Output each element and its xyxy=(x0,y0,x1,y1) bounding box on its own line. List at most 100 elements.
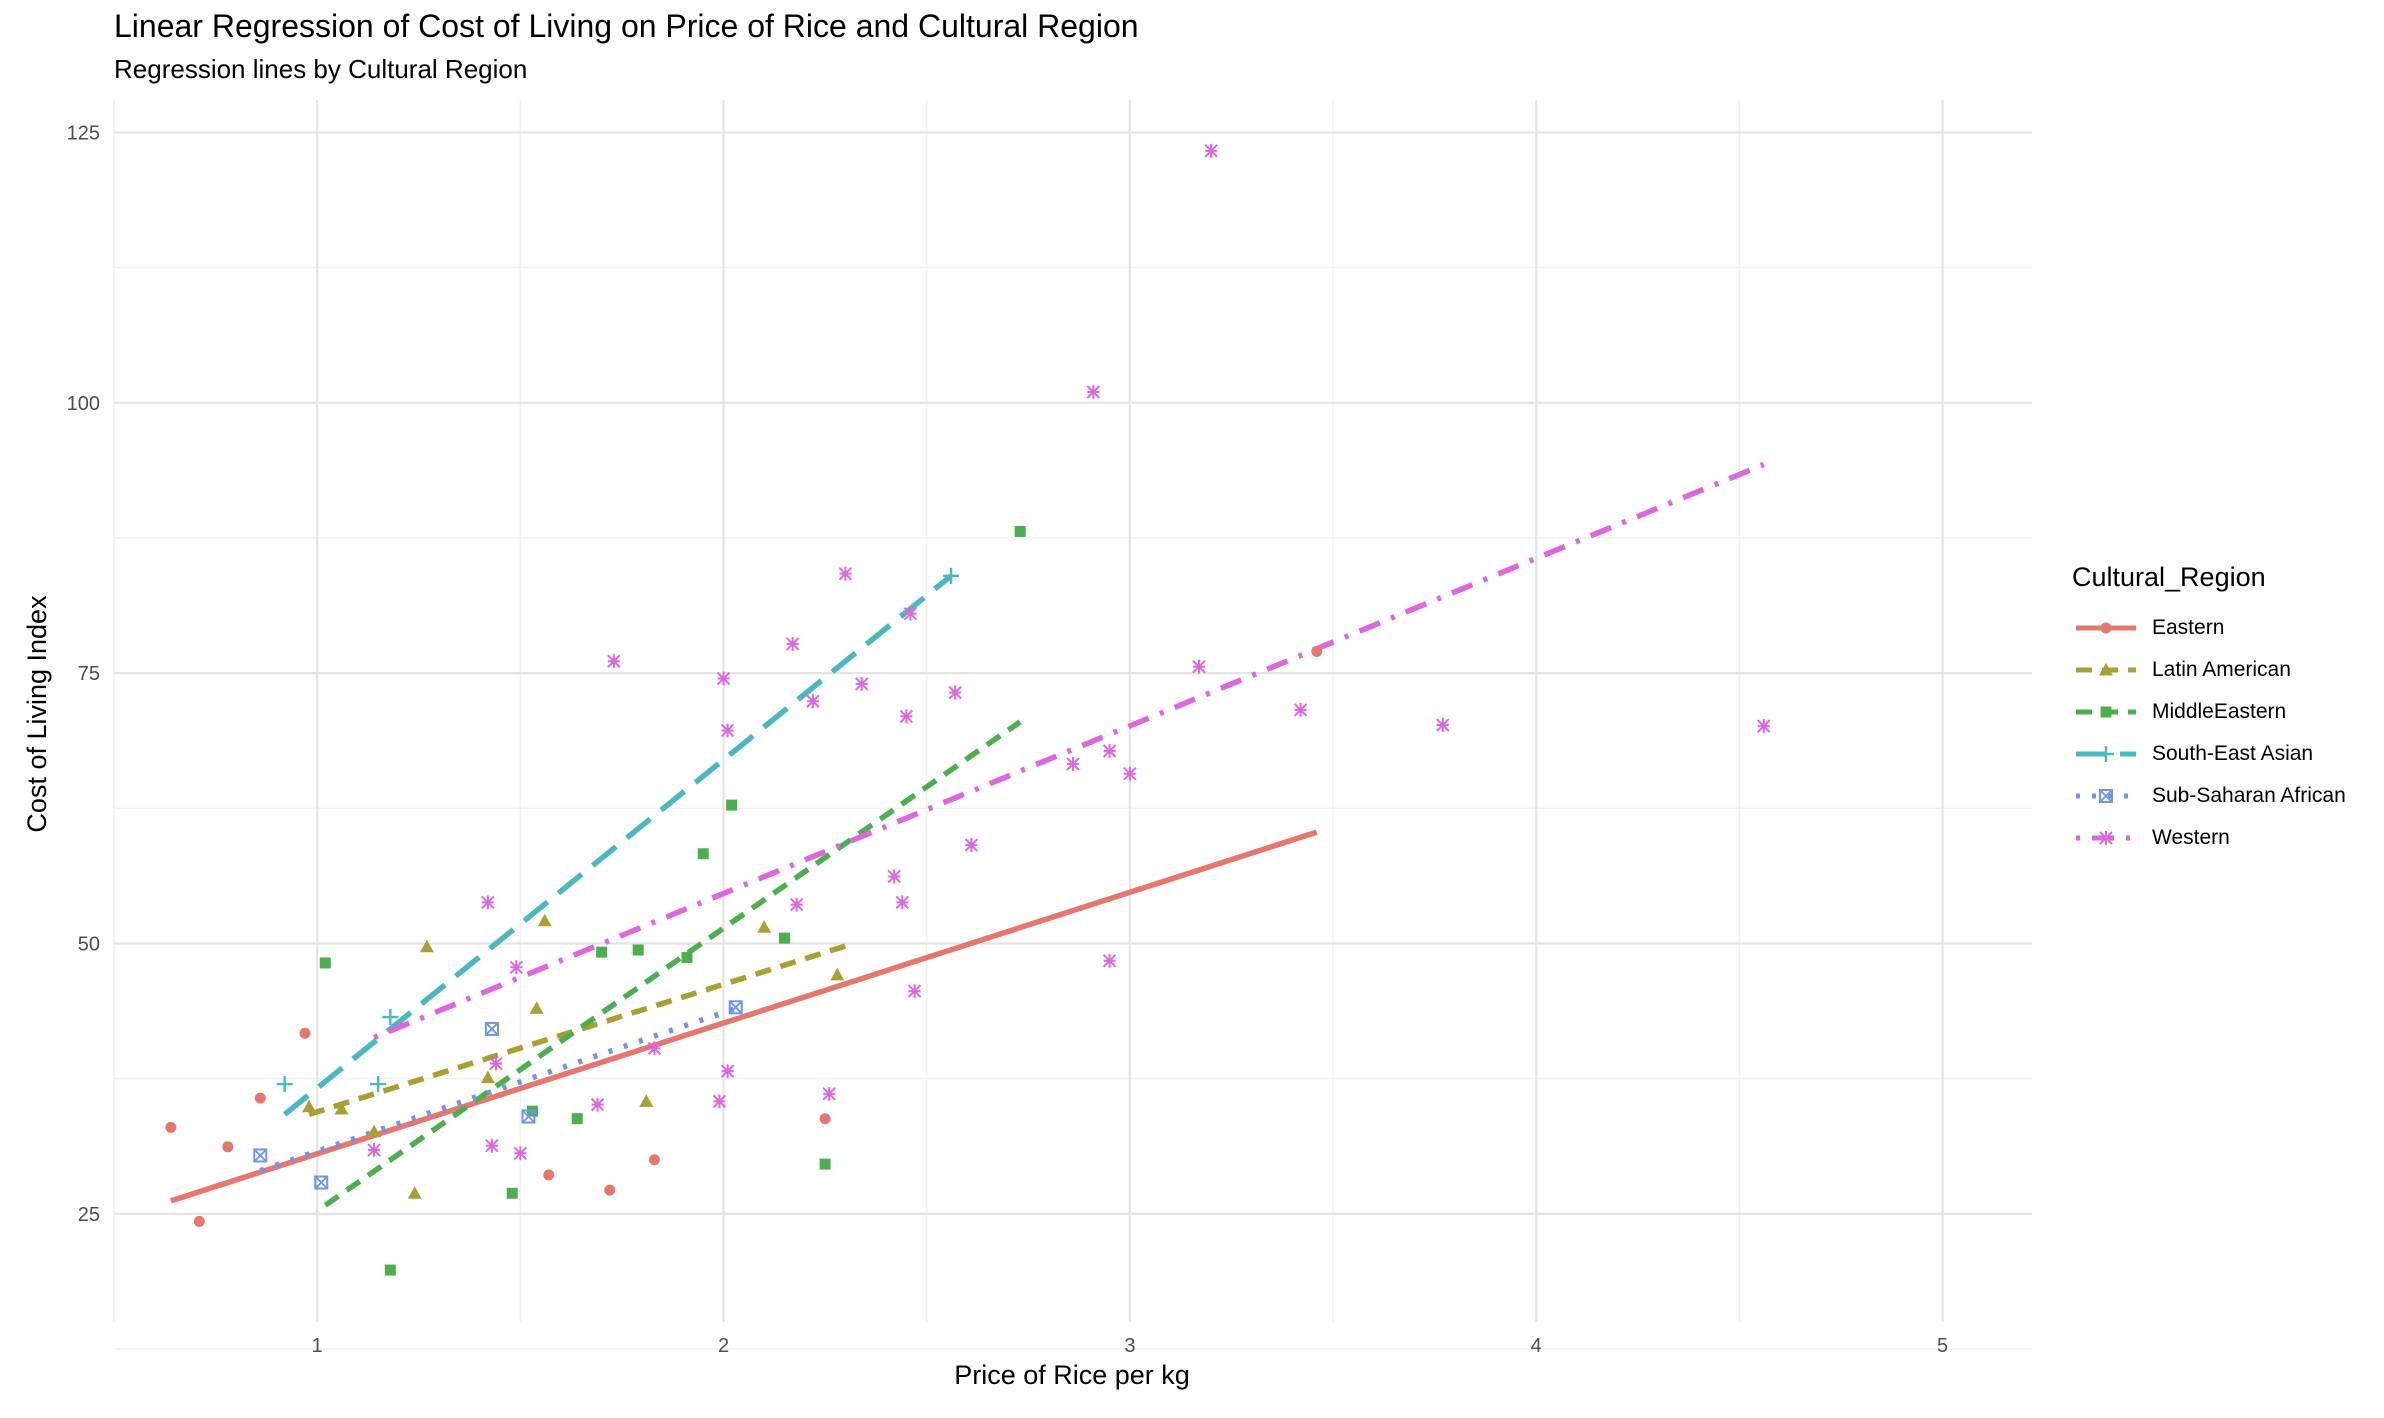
legend-item-eastern: Eastern xyxy=(2072,607,2346,649)
legend-label: Western xyxy=(2152,826,2230,849)
data-point-south-east-asian xyxy=(382,1009,399,1026)
legend-item-sub-saharan-african: Sub-Saharan African xyxy=(2072,775,2346,817)
data-point-eastern xyxy=(299,1027,311,1039)
data-point-middleeastern xyxy=(384,1264,396,1276)
legend-marker-middleeastern xyxy=(2100,706,2112,718)
data-point-western xyxy=(785,636,800,651)
legend-item-middleeastern: MiddleEastern xyxy=(2072,691,2346,733)
data-point-eastern xyxy=(222,1141,234,1153)
data-point-western xyxy=(485,1138,499,1153)
data-point-western xyxy=(1757,719,1771,734)
data-point-eastern xyxy=(1311,646,1323,658)
data-point-middleeastern xyxy=(697,848,709,860)
data-point-south-east-asian xyxy=(370,1076,387,1093)
data-point-western xyxy=(720,1064,735,1079)
data-point-latin-american xyxy=(407,1186,422,1199)
data-point-western xyxy=(899,709,914,724)
data-point-western xyxy=(1102,953,1117,968)
regression-line-south-east-asian xyxy=(282,573,953,1117)
data-point-western xyxy=(647,1041,662,1056)
legend-item-latin-american: Latin American xyxy=(2072,649,2346,691)
data-point-sub-saharan-african xyxy=(728,1000,743,1015)
data-point-latin-american xyxy=(302,1099,317,1113)
regression-line-latin-american xyxy=(308,940,855,1117)
data-point-western xyxy=(712,1094,727,1109)
regression-line-eastern xyxy=(170,829,1318,1204)
data-point-latin-american xyxy=(639,1094,654,1107)
legend-label: Eastern xyxy=(2152,616,2225,639)
data-point-sub-saharan-african xyxy=(314,1175,329,1190)
legend-label: Latin American xyxy=(2152,658,2291,681)
y-tick-label: 75 xyxy=(78,663,100,685)
x-axis-label: Price of Rice per kg xyxy=(954,1360,1190,1390)
chart-subtitle: Regression lines by Cultural Region xyxy=(114,54,528,84)
data-point-western xyxy=(838,566,853,581)
data-point-western xyxy=(789,897,804,912)
data-point-middleeastern xyxy=(571,1113,583,1125)
data-point-eastern xyxy=(604,1184,616,1196)
legend-item-south-east-asian: South-East Asian xyxy=(2072,733,2346,775)
legend-key-latin-american xyxy=(2076,663,2136,676)
legend-label: MiddleEastern xyxy=(2152,700,2287,723)
legend-marker-south-east-asian xyxy=(2098,746,2114,762)
data-point-latin-american xyxy=(367,1124,382,1138)
data-point-western xyxy=(607,654,621,669)
y-tick-label: 100 xyxy=(67,393,100,415)
data-point-western xyxy=(1436,718,1450,733)
legend-key-sub-saharan-african xyxy=(2076,789,2136,803)
legend-label: South-East Asian xyxy=(2152,742,2314,765)
legend-key-south-east-asian xyxy=(2076,746,2136,762)
x-tick-label: 1 xyxy=(312,1335,323,1357)
data-point-western xyxy=(716,671,731,686)
legend-key-eastern xyxy=(2076,622,2136,634)
data-point-latin-american xyxy=(537,913,552,927)
y-axis-label: Cost of Living Index xyxy=(22,595,52,833)
legend-marker-sub-saharan-african xyxy=(2099,789,2113,803)
data-point-middleeastern xyxy=(681,952,693,964)
data-point-western xyxy=(481,895,495,910)
x-tick-label: 2 xyxy=(718,1335,729,1357)
data-point-western xyxy=(964,838,979,853)
data-point-western xyxy=(720,723,735,738)
data-point-western xyxy=(907,984,922,999)
data-point-middleeastern xyxy=(596,946,608,958)
data-point-western xyxy=(903,606,918,621)
y-tick-label: 125 xyxy=(67,122,100,144)
data-point-south-east-asian xyxy=(943,567,960,584)
data-point-middleeastern xyxy=(506,1187,518,1199)
data-point-western xyxy=(887,869,901,884)
data-point-western xyxy=(948,685,962,700)
legend-marker-western xyxy=(2099,831,2113,845)
legend-title: Cultural_Region xyxy=(2072,562,2266,592)
data-point-western xyxy=(895,895,910,910)
data-point-western xyxy=(1123,766,1137,781)
data-point-eastern xyxy=(165,1121,177,1133)
data-point-latin-american xyxy=(480,1070,495,1084)
y-tick-label: 50 xyxy=(78,934,100,956)
data-point-sub-saharan-african xyxy=(521,1109,536,1124)
regression-line-sub-saharan-african xyxy=(259,1005,737,1174)
data-point-western xyxy=(1086,384,1101,399)
data-point-middleeastern xyxy=(819,1158,831,1170)
data-point-eastern xyxy=(193,1215,205,1227)
data-point-western xyxy=(513,1146,528,1161)
chart-title: Linear Regression of Cost of Living on P… xyxy=(114,8,1139,44)
data-point-latin-american xyxy=(334,1101,349,1115)
data-point-western xyxy=(489,1056,503,1071)
regression-line-western xyxy=(373,461,1765,1041)
legend-marker-eastern xyxy=(2100,622,2112,634)
data-point-eastern xyxy=(543,1169,555,1181)
grid xyxy=(113,100,2032,1350)
legend-label: Sub-Saharan African xyxy=(2152,784,2346,807)
data-point-western xyxy=(1204,143,1218,158)
data-point-latin-american xyxy=(419,939,434,953)
legend-key-middleeastern xyxy=(2076,706,2136,718)
data-point-middleeastern xyxy=(1014,525,1026,537)
data-points xyxy=(165,143,1771,1276)
x-tick-label: 4 xyxy=(1531,1335,1542,1357)
data-point-western xyxy=(854,676,869,691)
data-point-latin-american xyxy=(830,967,845,981)
data-point-western xyxy=(1293,702,1308,717)
x-tick-label: 5 xyxy=(1937,1335,1948,1357)
data-point-middleeastern xyxy=(726,799,738,811)
